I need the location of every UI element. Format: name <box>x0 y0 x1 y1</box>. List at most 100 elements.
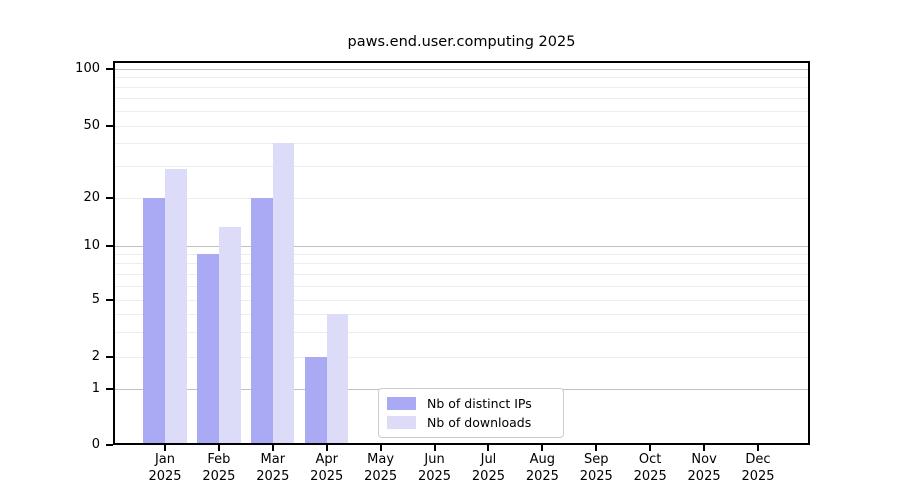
x-tick-label: Jun 2025 <box>406 452 464 485</box>
bar-nb-of-downloads <box>272 143 295 443</box>
gridline-minor <box>115 143 808 145</box>
bar-nb-of-downloads <box>218 227 241 443</box>
x-axis-tick <box>649 445 652 451</box>
gridline-minor <box>115 356 808 358</box>
y-tick-label: 100 <box>75 60 100 76</box>
x-axis-tick <box>433 445 436 451</box>
x-tick-label-line: 2025 <box>256 468 290 484</box>
x-tick-label: Jul 2025 <box>459 452 517 485</box>
plot-area <box>113 61 810 445</box>
y-axis-tick <box>106 444 113 446</box>
gridline-minor <box>115 165 808 167</box>
x-tick-label-line: 2025 <box>148 468 182 484</box>
x-tick-label-line: Oct <box>638 452 662 467</box>
y-tick-label: 50 <box>83 118 100 133</box>
x-tick-label: Aug 2025 <box>513 452 571 485</box>
x-tick-label-line: Apr <box>315 452 338 467</box>
x-axis-tick <box>271 445 274 451</box>
x-tick-label-line: 2025 <box>310 468 344 484</box>
x-tick-label-line: 2025 <box>579 468 613 484</box>
x-tick-label-line: Jun <box>424 452 445 467</box>
x-tick-label-line: Nov <box>691 452 717 467</box>
y-axis-tick <box>106 196 113 199</box>
x-tick-label-line: Mar <box>260 452 286 467</box>
legend-label: Nb of downloads <box>427 414 532 430</box>
x-tick-label-line: 2025 <box>471 468 505 484</box>
x-tick-label: Jan 2025 <box>136 452 194 485</box>
gridline-minor <box>115 87 808 88</box>
x-tick-label: Oct 2025 <box>621 452 679 485</box>
y-tick-label: 2 <box>91 348 100 364</box>
x-tick-label: May 2025 <box>352 452 410 485</box>
x-axis-tick <box>757 445 759 451</box>
gridline-major <box>115 68 808 70</box>
x-tick-label-line: May <box>367 452 395 467</box>
bar-nb-of-distinct-ips <box>143 197 165 443</box>
gridline-minor <box>115 253 808 255</box>
x-axis-tick <box>487 445 490 451</box>
x-tick-label-line: 2025 <box>417 468 452 484</box>
y-axis-tick <box>106 67 113 70</box>
x-tick-label-line: 2025 <box>687 468 721 484</box>
x-axis-tick <box>325 445 328 451</box>
bar-nb-of-distinct-ips <box>251 197 273 443</box>
x-axis-tick <box>703 445 706 451</box>
x-axis-tick <box>164 445 166 451</box>
x-tick-label-line: 2025 <box>202 468 236 484</box>
x-tick-label: Nov 2025 <box>675 452 733 485</box>
legend-item: Nb of distinct IPs <box>387 395 555 411</box>
y-tick-label: 10 <box>83 237 100 253</box>
y-axis-tick <box>106 125 113 127</box>
x-tick-label: Feb 2025 <box>190 452 248 485</box>
x-tick-label: Sep 2025 <box>567 452 625 485</box>
gridline-minor <box>115 285 808 287</box>
y-tick-label: 0 <box>91 437 100 452</box>
gridline-minor <box>115 273 808 275</box>
gridline-minor <box>115 300 808 301</box>
x-tick-label-line: Feb <box>207 452 231 467</box>
x-tick-label-line: 2025 <box>525 468 559 484</box>
x-tick-label: Dec 2025 <box>729 452 787 485</box>
legend-label: Nb of distinct IPs <box>427 395 532 411</box>
x-axis-tick <box>379 445 382 451</box>
gridline-minor <box>115 313 808 315</box>
legend: Nb of distinct IPs Nb of downloads <box>378 388 564 438</box>
x-axis-tick <box>217 445 220 451</box>
x-tick-label-line: Sep <box>584 452 609 467</box>
x-tick-label: Mar 2025 <box>244 452 302 485</box>
x-axis-tick <box>541 445 544 451</box>
x-tick-label-line: Dec <box>745 452 771 467</box>
legend-item: Nb of downloads <box>387 414 555 430</box>
bar-nb-of-downloads <box>326 313 349 443</box>
gridline-minor <box>115 263 808 265</box>
gridline-major <box>115 245 808 247</box>
legend-swatch <box>387 416 416 429</box>
x-tick-label-line: 2025 <box>741 468 775 484</box>
x-axis-tick <box>595 445 598 451</box>
gridline-minor <box>115 331 808 333</box>
gridline-minor <box>115 126 808 127</box>
y-axis-tick <box>106 244 113 247</box>
x-tick-label-line: Jan <box>154 452 176 467</box>
bar-nb-of-distinct-ips <box>197 253 219 443</box>
gridline-minor <box>115 98 808 100</box>
y-axis-tick <box>106 299 113 301</box>
y-axis-tick <box>106 388 113 390</box>
y-tick-label: 1 <box>91 381 100 396</box>
gridline-minor <box>115 197 808 199</box>
x-tick-label-line: Jul <box>480 452 497 467</box>
bar-nb-of-distinct-ips <box>305 356 327 443</box>
y-tick-label: 20 <box>83 189 100 205</box>
y-tick-label: 5 <box>91 292 100 307</box>
x-tick-label-line: Aug <box>529 452 556 467</box>
x-tick-label-line: 2025 <box>633 468 667 484</box>
chart-title: paws.end.user.computing 2025 <box>347 34 576 50</box>
gridline-minor <box>115 77 808 79</box>
bar-nb-of-downloads <box>165 168 187 443</box>
y-axis-tick <box>106 355 113 358</box>
x-tick-label-line: 2025 <box>364 468 398 484</box>
x-tick-label: Apr 2025 <box>298 452 356 485</box>
gridline-minor <box>115 110 808 112</box>
legend-swatch <box>387 397 416 410</box>
